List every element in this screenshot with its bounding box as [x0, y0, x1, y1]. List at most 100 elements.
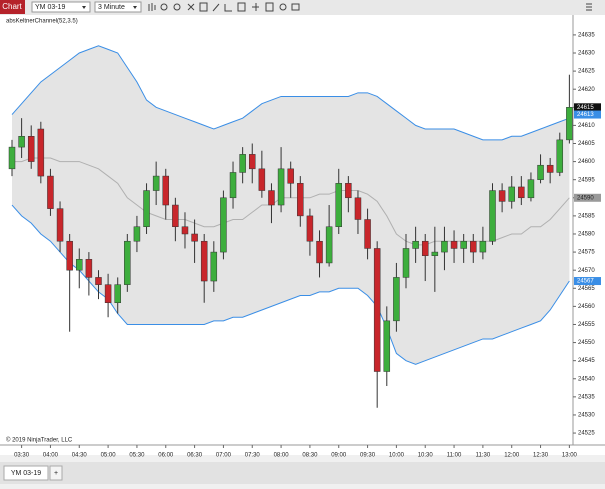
- x-tick-label: 11:00: [447, 453, 462, 459]
- y-tick-label: 24550: [578, 340, 595, 346]
- x-tick-label: 12:00: [504, 453, 520, 459]
- price-marker: [574, 110, 601, 119]
- price-marker-label: 24567: [577, 279, 594, 285]
- x-tick-label: 09:00: [331, 453, 347, 459]
- candle-body: [76, 259, 83, 271]
- y-tick-label: 24530: [578, 413, 595, 419]
- y-tick-label: 24635: [578, 32, 595, 38]
- candle-body: [479, 240, 487, 253]
- tab-bar: [0, 462, 605, 484]
- x-tick-label: 06:00: [158, 453, 174, 459]
- price-marker: [574, 103, 601, 112]
- instrument-tab[interactable]: [3, 465, 49, 481]
- candle-body: [421, 240, 429, 256]
- candle-body: [133, 226, 141, 242]
- instrument-select[interactable]: [31, 1, 91, 13]
- candle-body: [249, 154, 256, 170]
- candle-body: [152, 175, 160, 191]
- x-tick-label: 13:00: [562, 453, 578, 459]
- candle-body: [277, 168, 285, 206]
- candle-body: [191, 233, 198, 242]
- candle-body: [566, 107, 573, 141]
- y-tick-label: 24535: [578, 394, 595, 400]
- x-tick-label: 12:30: [533, 453, 549, 459]
- candle-body: [383, 320, 391, 372]
- chart-tab[interactable]: [0, 0, 25, 14]
- x-tick-label: 05:30: [129, 453, 145, 459]
- x-tick-label: 06:30: [187, 453, 203, 459]
- candle-body: [441, 240, 448, 253]
- candle-body: [527, 179, 535, 199]
- candle-body: [172, 204, 179, 227]
- price-marker: [574, 193, 601, 202]
- x-tick-label: 08:30: [302, 453, 318, 459]
- y-tick-label: 24600: [578, 159, 595, 165]
- y-tick-label: 24610: [578, 123, 595, 129]
- x-tick-label: 04:00: [43, 453, 59, 459]
- candle-body: [345, 183, 352, 199]
- candle-body: [364, 219, 371, 249]
- candle-body: [335, 183, 342, 227]
- chart: 24525 24530 24535 24540 24545 24550 24555 24560…: [8, 32, 595, 437]
- candle-body: [200, 240, 208, 282]
- y-tick-label: 24540: [578, 376, 595, 382]
- price-marker-label: 24613: [577, 112, 594, 118]
- candle-body: [239, 154, 246, 173]
- x-tick-label: 10:30: [418, 453, 434, 459]
- x-tick-label: 07:00: [216, 453, 232, 459]
- x-tick-label: 09:30: [360, 453, 376, 459]
- toolbar: [0, 0, 605, 15]
- y-tick-label: 24545: [578, 358, 595, 364]
- candle-body: [114, 284, 121, 304]
- candle-body: [56, 208, 64, 242]
- candle-body: [402, 248, 410, 278]
- candle-body: [556, 139, 564, 173]
- x-tick-label: 03:30: [14, 453, 30, 459]
- candle-body: [229, 172, 237, 199]
- chart-tab-label: Chart: [2, 2, 22, 11]
- y-tick-label: 24620: [578, 87, 595, 93]
- candle-body: [85, 259, 93, 278]
- toolbar-icons[interactable]: [148, 2, 592, 12]
- candle-body: [47, 175, 54, 209]
- candle-body: [124, 240, 131, 285]
- interval-select[interactable]: [94, 1, 142, 13]
- interval-label: 3 Minute: [98, 4, 125, 11]
- candle-body: [498, 190, 506, 202]
- dropdown-arrow: [82, 6, 86, 9]
- y-tick-label: 24585: [578, 213, 595, 219]
- candle-body: [354, 197, 362, 220]
- candle-body: [287, 168, 294, 184]
- candle-body: [8, 146, 16, 170]
- candle-body: [460, 240, 467, 249]
- y-tick-label: 24595: [578, 177, 595, 183]
- band-line: [11, 45, 570, 141]
- x-tick-label: 11:30: [476, 453, 491, 459]
- x-tick-label: 04:30: [72, 453, 88, 459]
- price-marker: [574, 277, 601, 286]
- dropdown-arrow: [133, 6, 137, 9]
- price-marker-label: 24615: [577, 105, 594, 111]
- y-tick-label: 24555: [578, 322, 595, 328]
- y-tick-label: 24605: [578, 141, 595, 147]
- y-tick-label: 24630: [578, 51, 595, 57]
- candle-body: [143, 190, 150, 227]
- candle-body: [306, 215, 314, 242]
- y-tick-label: 24580: [578, 232, 595, 238]
- candle-body: [470, 240, 477, 253]
- add-tab[interactable]: [49, 465, 63, 481]
- candle-body: [258, 168, 266, 191]
- x-tick-label: 08:00: [274, 453, 290, 459]
- price-axis: [573, 15, 605, 455]
- candle-body: [27, 136, 35, 162]
- add-tab-label: +: [54, 470, 58, 477]
- candle-body: [373, 248, 381, 372]
- candle-body: [66, 240, 73, 271]
- candle-body: [220, 197, 227, 253]
- candle-body: [104, 284, 112, 304]
- indicator-label: absKeltnerChannel(52,3.5): [6, 19, 78, 25]
- candle-body: [431, 251, 439, 256]
- candle-body: [325, 226, 333, 264]
- y-tick-label: 24570: [578, 268, 595, 274]
